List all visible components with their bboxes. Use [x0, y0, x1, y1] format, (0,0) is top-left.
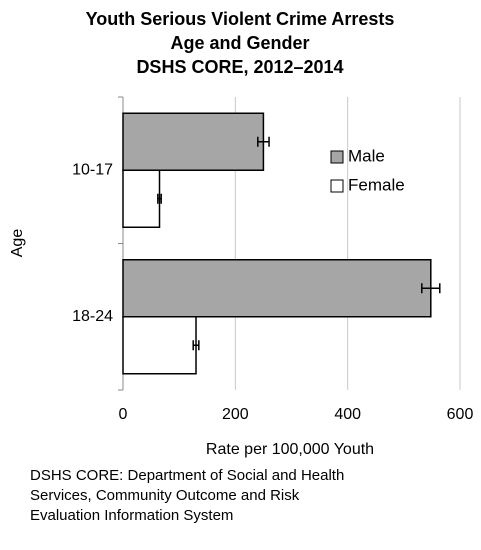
legend-label: Female	[348, 175, 405, 194]
error-bar	[192, 340, 200, 351]
y-tick-label: 18-24	[72, 308, 113, 325]
x-tick-label: 600	[447, 406, 474, 423]
footnote: DSHS CORE: Department of Social and Heal…	[30, 467, 345, 524]
error-bar	[421, 283, 441, 294]
y-tick-label: 10-17	[72, 161, 113, 178]
chart-title: Age and Gender	[170, 33, 309, 53]
error-bar	[157, 193, 162, 204]
x-tick-label: 200	[222, 406, 249, 423]
bar	[122, 259, 432, 318]
bar	[122, 112, 265, 171]
bar	[122, 316, 197, 375]
legend-swatch	[330, 150, 344, 164]
legend-swatch	[330, 179, 344, 193]
chart-title: Youth Serious Violent Crime Arrests	[86, 9, 395, 29]
error-bar	[257, 136, 270, 147]
y-axis-label: Age	[9, 229, 26, 258]
bar	[122, 169, 161, 228]
x-tick-label: 400	[334, 406, 361, 423]
chart-title: DSHS CORE, 2012–2014	[136, 57, 343, 77]
x-axis-label: Rate per 100,000 Youth	[206, 441, 374, 458]
x-tick-label: 0	[119, 406, 128, 423]
legend-label: Male	[348, 146, 385, 165]
